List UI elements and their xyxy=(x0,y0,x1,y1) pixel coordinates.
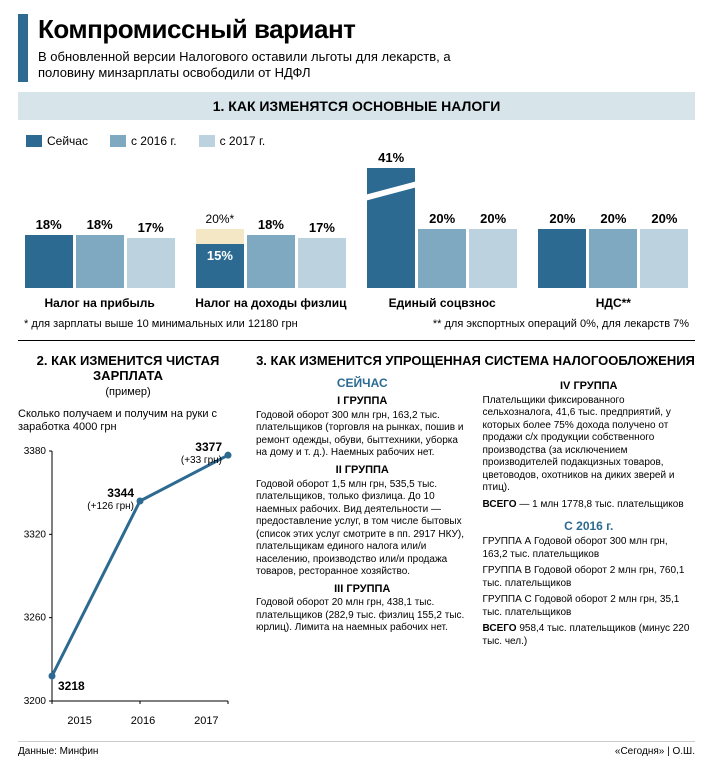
svg-text:3377: 3377 xyxy=(195,441,222,454)
legend: Сейчас с 2016 г. с 2017 г. xyxy=(18,130,695,152)
source-row: Данные: Минфин «Сегодня» | О.Ш. xyxy=(18,741,695,757)
bar-label: 41% xyxy=(378,150,404,165)
total-2016-label: ВСЕГО xyxy=(483,623,517,634)
group2-title: II ГРУППА xyxy=(256,464,469,478)
page-title: Компромиссный вариант xyxy=(38,14,695,45)
bar xyxy=(298,238,346,288)
group4-text: Плательщики фиксированного сельхозналога… xyxy=(483,395,696,495)
swatch-2017 xyxy=(199,135,215,147)
group2-text: Годовой оборот 1,5 млн грн, 535,5 тыс. п… xyxy=(256,479,469,579)
bar-stacked xyxy=(196,229,244,244)
svg-text:3380: 3380 xyxy=(24,446,47,457)
legend-2016: с 2016 г. xyxy=(110,134,177,148)
group-label: Налог на доходы физлиц xyxy=(195,296,346,310)
svg-text:3200: 3200 xyxy=(24,696,47,707)
bar-stacked-label: 20%* xyxy=(206,212,235,226)
bar xyxy=(538,229,586,288)
section1-header: 1. КАК ИЗМЕНЯТСЯ ОСНОВНЫЕ НАЛОГИ xyxy=(18,92,695,120)
legend-2017-label: с 2017 г. xyxy=(220,134,266,148)
section2-header: 2. КАК ИЗМЕНИТСЯ ЧИСТАЯ ЗАРПЛАТА xyxy=(18,353,238,384)
chart-group: 18% 18% 17% Налог на прибыль xyxy=(18,158,181,310)
groupA-text: ГРУППА А Годовой оборот 300 млн грн, 163… xyxy=(483,536,696,561)
footnotes: * для зарплаты выше 10 минимальных или 1… xyxy=(18,318,695,341)
svg-text:(+126 грн): (+126 грн) xyxy=(87,501,134,512)
group-label: Налог на прибыль xyxy=(44,296,154,310)
legend-now-label: Сейчас xyxy=(47,134,88,148)
total-now-value: — 1 млн 1778,8 тыс. плательщиков xyxy=(519,499,683,510)
bar-label: 20% xyxy=(480,211,506,226)
bar-label: 20% xyxy=(429,211,455,226)
group1-title: I ГРУППА xyxy=(256,395,469,409)
swatch-now xyxy=(26,135,42,147)
section2-desc: Сколько получаем и получим на руки с зар… xyxy=(18,408,238,436)
title-block: Компромиссный вариант В обновленной верс… xyxy=(18,14,695,82)
legend-now: Сейчас xyxy=(26,134,88,148)
bar xyxy=(127,238,175,288)
x-label: 2015 xyxy=(67,715,91,727)
bar-label: 18% xyxy=(87,217,113,232)
bar-label: 20% xyxy=(600,211,626,226)
bar-label: 20% xyxy=(549,211,575,226)
group3-text: Годовой оборот 20 млн грн, 438,1 тыс. пл… xyxy=(256,597,469,635)
total-2016: ВСЕГО 958,4 тыс. плательщиков (минус 220… xyxy=(483,623,696,648)
footnote-left: * для зарплаты выше 10 минимальных или 1… xyxy=(24,318,298,330)
bar xyxy=(247,235,295,288)
group-label: Единый соцвзнос xyxy=(389,296,496,310)
bar xyxy=(367,168,415,288)
svg-text:(+33 грн): (+33 грн) xyxy=(181,455,222,466)
line-chart: 3200 3260 3320 3380 3218 3344(+126 грн) 3377(+… xyxy=(18,441,238,711)
section3-col-right: IV ГРУППА Плательщики фиксированного сел… xyxy=(483,376,696,652)
chart-group: 20%* 15% 18% 17% Налог на доходы физлиц xyxy=(189,158,352,310)
bar xyxy=(76,235,124,288)
chart-group: 41%20%20%Единый соцвзнос xyxy=(361,158,524,310)
legend-2016-label: с 2016 г. xyxy=(131,134,177,148)
svg-text:3260: 3260 xyxy=(24,613,47,624)
bar xyxy=(640,229,688,288)
svg-text:3218: 3218 xyxy=(58,679,85,693)
bar: 15% xyxy=(196,244,244,288)
group3-title: III ГРУППА xyxy=(256,583,469,597)
subtitle: В обновленной версии Налогового оставили… xyxy=(38,49,458,82)
bar-chart-row: 18% 18% 17% Налог на прибыль 20%* 15% 18% 17% На… xyxy=(18,158,695,310)
line-chart-x-labels: 2015 2016 2017 xyxy=(18,715,238,727)
bar xyxy=(589,229,637,288)
section2-sub: (пример) xyxy=(18,386,238,398)
year-label: С 2016 г. xyxy=(483,519,696,534)
group-label: НДС** xyxy=(596,296,631,310)
source: Данные: Минфин xyxy=(18,746,98,757)
bar-label: 18% xyxy=(36,217,62,232)
bar xyxy=(418,229,466,288)
section3-col-left: СЕЙЧАС I ГРУППА Годовой оборот 300 млн г… xyxy=(256,376,469,652)
section3-header: 3. КАК ИЗМЕНИТСЯ УПРОЩЕННАЯ СИСТЕМА НАЛО… xyxy=(256,353,695,369)
legend-2017: с 2017 г. xyxy=(199,134,266,148)
chart-group: 20% 20% 20% НДС** xyxy=(532,158,695,310)
groupB-text: ГРУППА В Годовой оборот 2 млн грн, 760,1… xyxy=(483,565,696,590)
x-label: 2017 xyxy=(194,715,218,727)
svg-text:3344: 3344 xyxy=(107,486,134,500)
group1-text: Годовой оборот 300 млн грн, 163,2 тыс. п… xyxy=(256,410,469,460)
footnote-right: ** для экспортных операций 0%, для лекар… xyxy=(433,318,689,330)
total-now-label: ВСЕГО xyxy=(483,499,517,510)
bar-inner-label: 15% xyxy=(196,244,244,263)
section3: 3. КАК ИЗМЕНИТСЯ УПРОЩЕННАЯ СИСТЕМА НАЛО… xyxy=(256,353,695,728)
now-label: СЕЙЧАС xyxy=(256,376,469,391)
section2: 2. КАК ИЗМЕНИТСЯ ЧИСТАЯ ЗАРПЛАТА (пример… xyxy=(18,353,238,728)
credit: «Сегодня» | О.Ш. xyxy=(615,746,695,757)
bar-label: 20% xyxy=(651,211,677,226)
bar-label: 17% xyxy=(138,220,164,235)
bar xyxy=(25,235,73,288)
swatch-2016 xyxy=(110,135,126,147)
groupC-text: ГРУППА С Годовой оборот 2 млн грн, 35,1 … xyxy=(483,594,696,619)
group4-title: IV ГРУППА xyxy=(483,380,696,394)
bar-label: 18% xyxy=(258,217,284,232)
svg-text:3320: 3320 xyxy=(24,530,47,541)
x-label: 2016 xyxy=(131,715,155,727)
bar xyxy=(469,229,517,288)
bar-label: 17% xyxy=(309,220,335,235)
total-now: ВСЕГО — 1 млн 1778,8 тыс. плательщиков xyxy=(483,499,696,512)
